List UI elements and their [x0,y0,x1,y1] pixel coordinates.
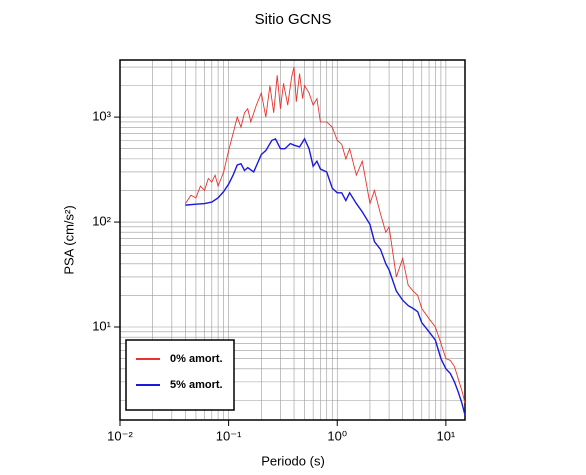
x-tick-label: 10¹ [436,428,455,443]
y-axis-label: PSA (cm/s²) [61,205,76,274]
x-tick-label: 10⁰ [327,428,347,443]
y-tick-label: 10¹ [92,318,111,333]
x-tick-label: 10⁻¹ [216,428,242,443]
y-tick-label: 10² [92,213,111,228]
chart-title: Sitio GCNS [255,11,332,28]
legend-box [125,339,235,411]
legend-label: 5% amort. [170,379,223,391]
plot-frame [119,59,466,421]
series-line [185,66,466,403]
legend-label: 0% amort. [170,353,223,365]
series-line [185,137,466,416]
x-axis-label: Periodo (s) [261,453,325,468]
x-tick-label: 10⁻² [107,428,133,443]
y-tick-label: 10³ [92,109,111,124]
